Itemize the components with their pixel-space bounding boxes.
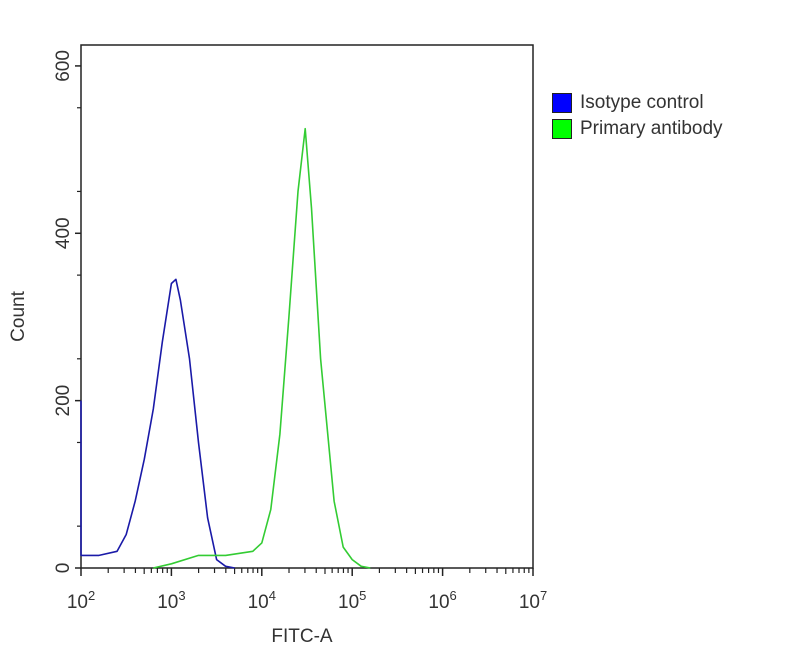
x-tick-label: 107 xyxy=(519,588,547,613)
y-tick-label: 200 xyxy=(53,385,74,417)
legend-label-primary: Primary antibody xyxy=(580,118,723,139)
legend-label-isotype: Isotype control xyxy=(580,92,704,113)
y-axis-title: Count xyxy=(8,290,29,341)
legend-item-primary: Primary antibody xyxy=(552,116,723,142)
y-tick-label: 0 xyxy=(53,563,74,574)
legend-item-isotype: Isotype control xyxy=(552,90,723,116)
plot-frame xyxy=(80,44,534,569)
x-tick-label: 105 xyxy=(338,588,366,613)
x-tick-label: 106 xyxy=(428,588,456,613)
x-tick-label: 102 xyxy=(67,588,95,613)
y-tick-label: 400 xyxy=(53,217,74,249)
y-tick-label: 600 xyxy=(53,50,74,82)
series-line-isotype-control xyxy=(80,278,235,569)
legend-swatch-isotype xyxy=(552,93,572,113)
legend: Isotype control Primary antibody xyxy=(552,90,723,142)
series-line-primary-antibody xyxy=(153,127,371,569)
x-tick-label: 104 xyxy=(248,588,276,613)
x-tick-label: 103 xyxy=(157,588,185,613)
legend-swatch-primary xyxy=(552,119,572,139)
x-axis-title: FITC-A xyxy=(271,626,333,647)
